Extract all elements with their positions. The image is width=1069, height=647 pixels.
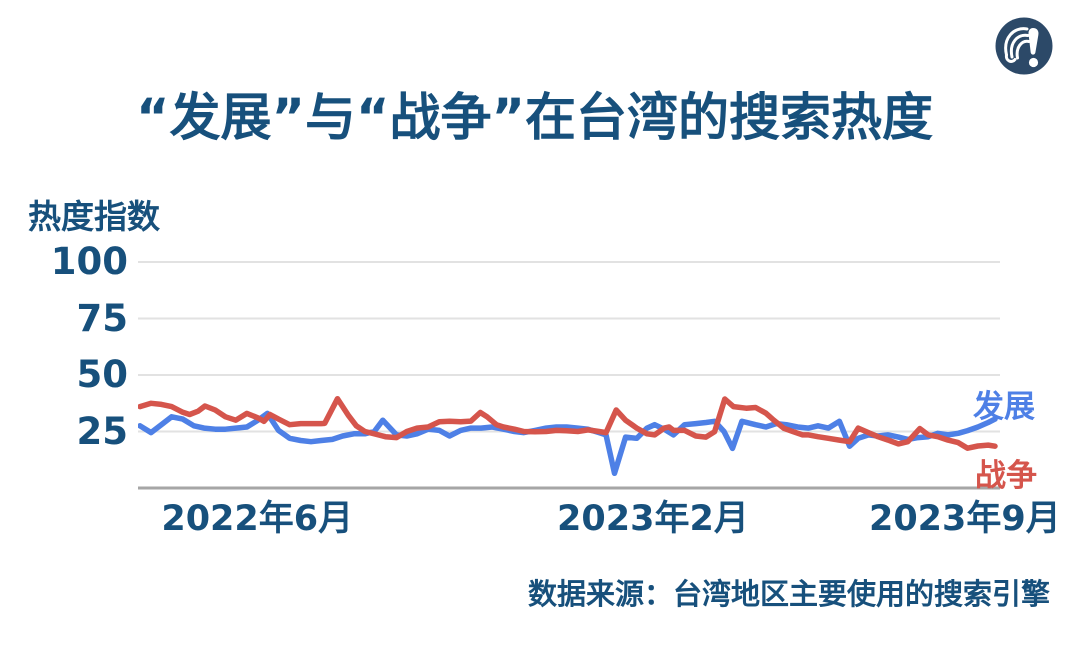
y-axis-title: 热度指数 bbox=[28, 197, 160, 236]
x-tick-label: 2022年6月 bbox=[161, 499, 354, 539]
series-line-development bbox=[138, 410, 998, 477]
y-tick-label: 100 bbox=[50, 240, 128, 283]
trend-line-chart bbox=[138, 261, 1000, 490]
brand-logo bbox=[993, 15, 1055, 77]
series-label-war: 战争 bbox=[975, 458, 1037, 494]
chart-title: “发展”与“战争”在台湾的搜索热度 bbox=[135, 89, 934, 148]
y-tick-label: 25 bbox=[76, 409, 129, 453]
series-line-war bbox=[138, 395, 998, 451]
y-tick-label: 50 bbox=[76, 353, 129, 396]
x-axis-tick-labels: 2022年6月 2023年2月 2023年9月 bbox=[138, 490, 1060, 539]
x-tick-label: 2023年9月 bbox=[868, 499, 1061, 539]
question-exclamation-mark-icon bbox=[995, 17, 1053, 75]
series-label-development: 发展 bbox=[973, 389, 1035, 425]
y-tick-label: 75 bbox=[76, 296, 129, 340]
x-tick-label: 2023年2月 bbox=[557, 499, 749, 539]
source-note: 数据来源：台湾地区主要使用的搜索引擎 bbox=[527, 577, 1050, 611]
